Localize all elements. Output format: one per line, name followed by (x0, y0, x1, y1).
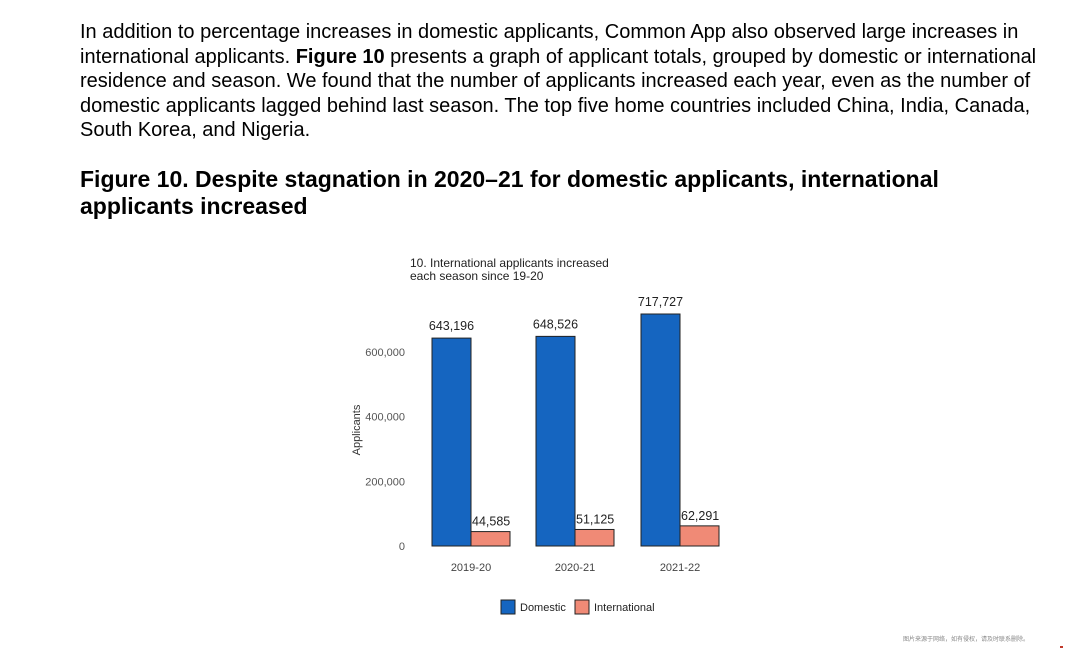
legend-label: Domestic (520, 602, 566, 614)
chart-title-line: each season since 19-20 (410, 269, 544, 283)
data-label: 62,291 (681, 509, 719, 523)
bar-domestic (535, 335, 576, 547)
legend-swatch-international (574, 599, 590, 615)
data-label: 44,585 (472, 515, 510, 529)
y-tick-label: 600,000 (365, 347, 405, 359)
y-axis-label: Applicants (351, 404, 363, 455)
intro-text-2: presents a graph of applicant totals, gr… (80, 45, 1037, 142)
data-label: 717,727 (638, 295, 683, 309)
data-label: 643,196 (429, 319, 474, 333)
bar-domestic (431, 337, 472, 547)
intro-paragraph: In addition to percentage increases in d… (80, 20, 1040, 143)
intro-text-1: In addition to percentage increases in d… (80, 21, 1019, 68)
chart-title-line: 10. International applicants increased (410, 256, 609, 270)
bar-international (679, 525, 720, 547)
y-tick-label: 200,000 (365, 476, 405, 488)
x-tick-label: 2019-20 (451, 562, 491, 574)
bar-domestic (640, 313, 681, 547)
legend-swatch-domestic (500, 599, 516, 615)
footer-note: 图片来源于网络，如有侵权，请及时联系删除。 (902, 637, 1029, 643)
legend-label: International (594, 602, 655, 614)
bar-international (574, 528, 615, 547)
y-tick-label: 400,000 (365, 412, 405, 424)
y-tick-label: 0 (399, 541, 405, 553)
x-tick-label: 2021-22 (660, 562, 700, 574)
data-label: 648,526 (533, 317, 578, 331)
x-tick-label: 2020-21 (555, 562, 595, 574)
figure-reference: Figure 10 (295, 45, 385, 68)
corner-mark (1060, 646, 1063, 648)
data-label: 51,125 (576, 512, 614, 526)
figure-title: Figure 10. Despite stagnation in 2020–21… (80, 166, 939, 219)
bar-international (470, 531, 511, 547)
